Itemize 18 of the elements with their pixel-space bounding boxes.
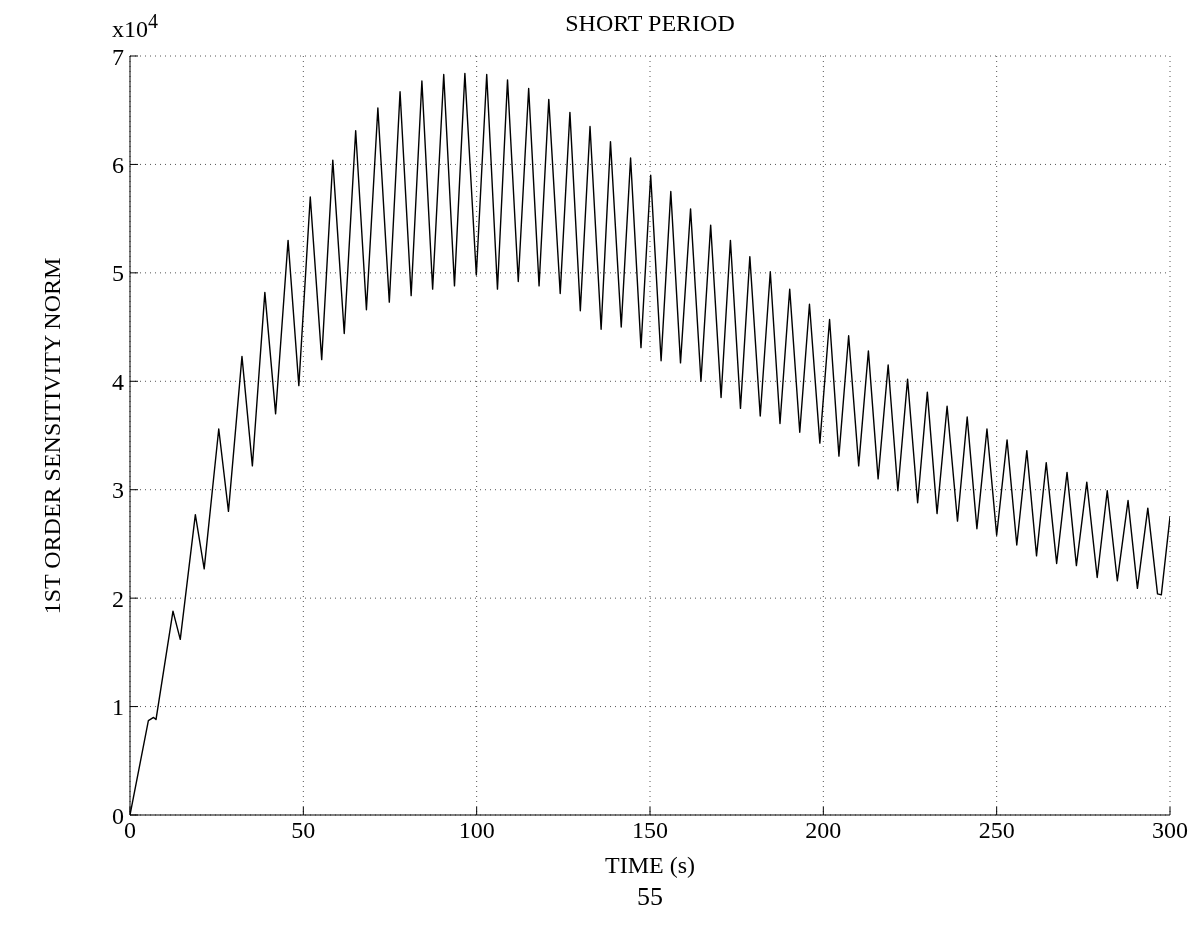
chart-title: SHORT PERIOD (565, 10, 735, 37)
x-tick-label: 300 (1152, 817, 1188, 844)
text: 55 (637, 882, 663, 912)
x-tick-label: 250 (978, 817, 1015, 844)
y-tick-label: 6 (112, 151, 124, 178)
y-tick-label: 7 (112, 43, 124, 70)
y-tick-label: 4 (112, 368, 124, 395)
x-tick-label: 150 (632, 817, 668, 844)
text: x10$^{4}$ (112, 10, 158, 43)
x-tick-label: 50 (291, 817, 316, 844)
y-axis-title: 1ST ORDER SENSITIVITY NORM (38, 257, 66, 614)
y-tick-label: 1 (112, 694, 124, 721)
y-tick-label: 3 (112, 477, 124, 504)
x-tick-label: 100 (458, 817, 495, 844)
x-tick-label: 200 (805, 817, 842, 844)
y-tick-label: 2 (112, 585, 124, 612)
y-tick-label: 5 (112, 260, 124, 287)
x-axis-title: TIME (s) (605, 852, 695, 879)
